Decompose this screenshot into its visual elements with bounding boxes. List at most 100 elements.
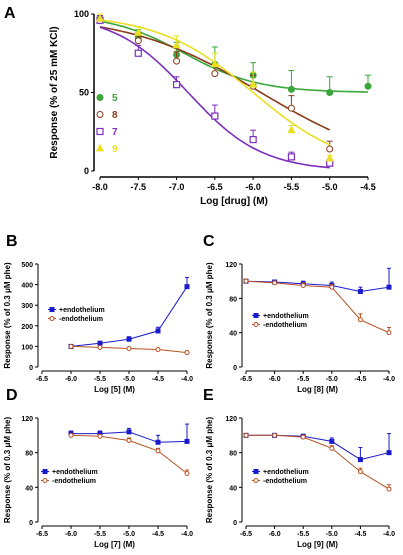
legend-label: +endothelium <box>59 307 105 314</box>
data-point <box>386 284 392 290</box>
legend-label: 8 <box>112 110 118 121</box>
y-tick-label: 40 <box>229 331 237 338</box>
data-point <box>326 145 334 153</box>
series-endothelium <box>243 432 392 463</box>
data-point <box>329 438 335 444</box>
legend-marker <box>49 316 55 321</box>
x-tick-label: -4.0 <box>181 376 193 383</box>
chart-panel-b: B -6.5 -6.0 -5.5 -5.0 -4.5 -4.0 0 100 200 300 400 50… <box>3 233 193 394</box>
x-tick-label: -4.5 <box>152 376 164 383</box>
x-tick-label: -5.0 <box>123 531 135 538</box>
data-point <box>243 278 249 284</box>
legend-entry: 8 <box>96 110 118 121</box>
legend-label: +endothelium <box>52 469 98 476</box>
chart-panel-d: D -6.5 -6.0 -5.5 -5.0 -4.5 -4.0 0 40 80 120 Log [7]… <box>3 387 193 549</box>
x-tick-label: -4.5 <box>360 182 376 192</box>
legend-entry: -endothelium <box>252 322 307 329</box>
legend-marker <box>95 143 105 152</box>
legend-entry: 7 <box>96 127 118 138</box>
data-point <box>364 82 372 90</box>
fit-curve <box>99 19 331 146</box>
data-point <box>357 469 363 475</box>
y-axis-title: Response (% of 25 mM KCl) <box>49 26 60 158</box>
x-tick-label: -5.0 <box>326 376 338 383</box>
x-tick-label: -6.5 <box>207 182 223 192</box>
y-axis-title: Response (% of 0.3 μM phe) <box>3 262 12 369</box>
data-point <box>97 344 103 350</box>
y-tick-label: 120 <box>225 262 237 269</box>
legend-entry: 9 <box>95 143 118 155</box>
data-point <box>357 288 363 294</box>
legend-label: +endothelium <box>263 469 309 476</box>
data-point <box>357 317 363 323</box>
series-endothelium <box>68 276 190 349</box>
data-point <box>326 89 334 96</box>
legend-entry: -endothelium <box>48 316 103 323</box>
series-line <box>246 434 390 490</box>
data-point <box>287 153 296 161</box>
y-tick-label: 80 <box>25 451 33 458</box>
series-endothelium <box>68 432 190 476</box>
x-tick-label: -6.5 <box>240 376 252 383</box>
data-point <box>249 136 257 144</box>
x-axis-title: Log [9] (M) <box>297 540 338 549</box>
x-tick-label: -4.5 <box>354 531 366 538</box>
data-point <box>184 470 190 476</box>
data-point <box>126 336 132 342</box>
x-tick-label: -5.0 <box>326 531 338 538</box>
y-tick-label: 120 <box>21 416 33 423</box>
x-tick-label: -6.0 <box>65 376 77 383</box>
x-axis-title: Log [drug] (M) <box>200 196 268 207</box>
legend-entry: -endothelium <box>252 478 307 485</box>
legend-entry: -endothelium <box>41 478 96 485</box>
y-axis-title: Response (% of 0.3 μM phe) <box>205 417 214 524</box>
legend-label: -endothelium <box>263 478 307 485</box>
y-tick-label: 0 <box>29 520 33 527</box>
x-tick-label: -5.0 <box>322 182 338 192</box>
series-line <box>245 280 390 334</box>
data-point <box>386 330 392 336</box>
series-endothelium <box>68 343 190 356</box>
panel-letter: D <box>6 387 18 404</box>
x-axis-title: Log [5] (M) <box>94 385 135 394</box>
data-point <box>97 433 103 439</box>
x-axis-title: Log [8] (M) <box>297 385 338 394</box>
data-point <box>155 328 161 334</box>
legend-label: 5 <box>112 93 118 104</box>
data-point <box>95 14 105 22</box>
data-point <box>155 346 161 352</box>
y-axis-title: Response (% of 0.3 μM phe) <box>205 262 214 369</box>
y-tick-label: 300 <box>21 303 33 310</box>
legend-marker <box>96 111 104 118</box>
x-tick-label: -5.5 <box>297 531 309 538</box>
series-endothelium <box>243 432 392 492</box>
x-tick-label: -7.0 <box>169 182 185 192</box>
data-point <box>134 37 142 45</box>
series-9 <box>95 13 334 162</box>
x-tick-label: -5.5 <box>94 531 106 538</box>
data-point <box>357 457 363 463</box>
legend-entry: +endothelium <box>41 469 98 476</box>
y-tick-label: 200 <box>21 324 33 331</box>
x-tick-label: -5.5 <box>297 376 309 383</box>
legend-marker <box>42 469 48 474</box>
data-point <box>287 104 295 112</box>
data-point <box>300 434 306 440</box>
panel-letter: B <box>6 233 18 250</box>
series-7 <box>96 15 334 169</box>
x-tick-label: -8.0 <box>92 182 108 192</box>
series-line <box>246 434 390 461</box>
data-point <box>126 429 132 435</box>
data-point <box>300 282 306 288</box>
series-endothelium <box>243 278 392 336</box>
data-point <box>68 343 74 349</box>
x-tick-label: -7.5 <box>131 182 147 192</box>
series-line <box>245 280 390 293</box>
data-point <box>134 49 142 57</box>
y-tick-label: 40 <box>229 485 237 492</box>
x-tick-label: -6.5 <box>240 531 252 538</box>
data-point <box>272 280 278 286</box>
data-point <box>386 486 392 492</box>
x-tick-label: -6.0 <box>269 531 281 538</box>
